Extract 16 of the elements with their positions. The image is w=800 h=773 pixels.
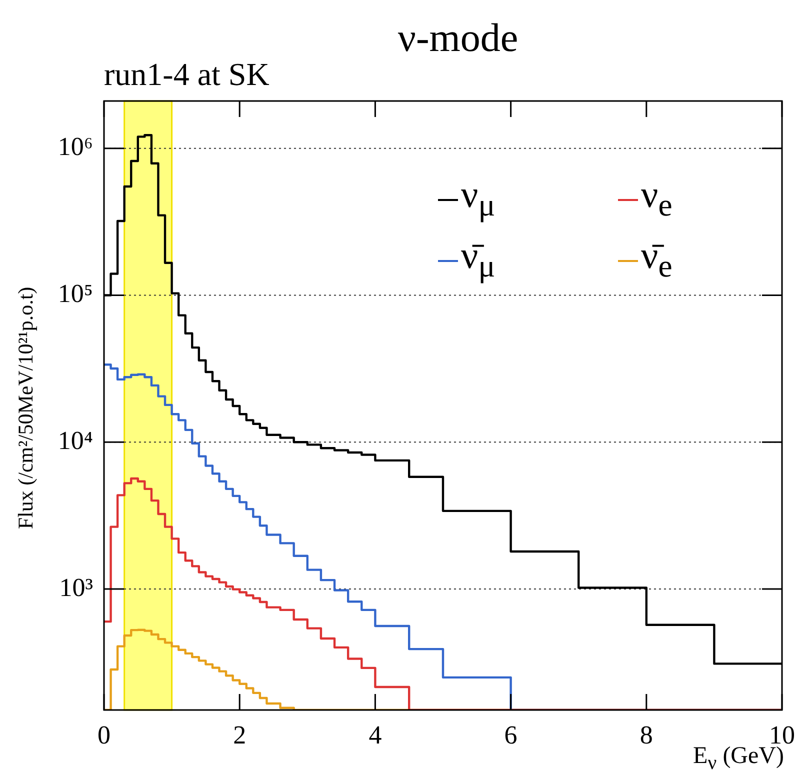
- y-tick-label: 10⁶: [58, 132, 93, 162]
- chart-title: ν-mode: [396, 14, 520, 61]
- x-tick-label: 4: [368, 720, 382, 750]
- legend-label: ν$_{e}$: [641, 173, 672, 225]
- y-axis-title: Flux (/cm²/50MeV/10²¹p.o.t): [14, 286, 38, 530]
- y-tick-label: 10⁵: [58, 279, 93, 308]
- chart-subtitle: run1-4 at SK: [104, 56, 270, 93]
- x-tick-label: 8: [640, 720, 653, 750]
- x-tick-label: 6: [504, 720, 518, 750]
- y-tick-label: 10⁴: [58, 426, 93, 455]
- x-tick-label: 0: [98, 720, 110, 750]
- legend-label: ν̄$_{μ}$: [461, 234, 496, 286]
- y-tick-label: 10³: [59, 572, 94, 602]
- legend-label: ν̄$_{e}$: [641, 234, 672, 286]
- legend-label: ν$_{μ}$: [461, 173, 496, 225]
- x-tick-label: 2: [233, 720, 246, 750]
